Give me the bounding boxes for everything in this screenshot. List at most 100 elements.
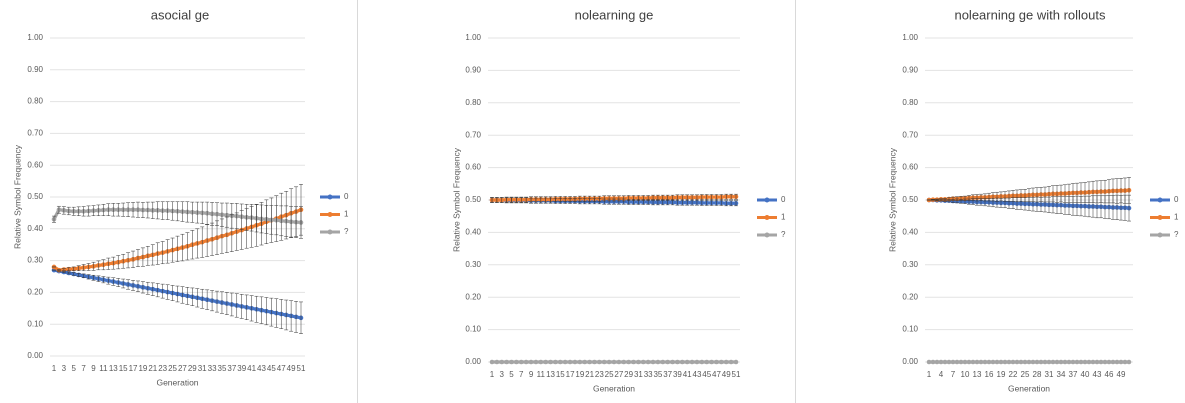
error-bar [1111, 178, 1115, 204]
error-bar [734, 193, 738, 200]
series-marker [611, 359, 617, 365]
series-marker [942, 359, 948, 365]
y-tick-label: 0.70 [902, 130, 918, 139]
error-bar [299, 301, 303, 334]
error-bar [135, 280, 140, 293]
x-tick-label: 43 [1093, 370, 1102, 379]
error-bar [81, 206, 86, 217]
series-marker [1018, 359, 1024, 365]
error-bar [219, 291, 224, 314]
series-marker [572, 359, 578, 365]
series-marker [675, 359, 680, 365]
error-bar [299, 206, 303, 239]
error-bar [1127, 177, 1131, 204]
error-bar [646, 195, 651, 201]
error-bar [1051, 185, 1055, 203]
x-tick-label: 7 [951, 370, 956, 379]
legend-label: 0 [1174, 195, 1179, 204]
series-marker [1094, 359, 1100, 365]
error-bar [284, 205, 289, 237]
error-bar [979, 193, 983, 201]
error-bar [975, 194, 979, 202]
error-bar [224, 292, 229, 315]
series-marker [704, 359, 710, 365]
error-bar [699, 200, 704, 206]
error-bar [155, 201, 160, 220]
legend-marker [327, 212, 333, 217]
error-bar [582, 195, 587, 202]
series-marker [538, 359, 544, 365]
x-tick-label: 28 [1033, 370, 1042, 379]
legend-label: ? [1174, 230, 1179, 239]
series-marker [733, 359, 739, 365]
error-bar [66, 267, 71, 272]
series-marker [548, 359, 553, 365]
legend-entry: ? [320, 227, 349, 236]
error-bar [160, 201, 165, 220]
y-tick-label: 0.70 [465, 130, 481, 139]
x-tick-label: 35 [653, 370, 662, 379]
error-bar [86, 274, 91, 280]
series-marker [645, 359, 651, 365]
error-bar [1107, 179, 1111, 204]
error-bar [180, 201, 185, 222]
x-tick-label: 33 [208, 364, 217, 373]
x-tick-label: 25 [605, 370, 614, 379]
error-bar [670, 194, 675, 201]
series-marker [714, 359, 719, 365]
error-bar [180, 233, 185, 262]
error-bar [224, 202, 229, 228]
x-tick-label: 1 [52, 364, 57, 373]
series-marker [1110, 359, 1116, 365]
error-bar [533, 196, 538, 203]
legend-entry: 1 [1150, 213, 1179, 222]
error-bar [165, 239, 170, 264]
error-bar [249, 204, 254, 232]
error-bar [714, 200, 719, 206]
error-bar [126, 202, 131, 217]
x-tick-label: 11 [99, 364, 108, 373]
series-marker [970, 359, 976, 365]
error-bar [1039, 187, 1043, 202]
y-tick-label: 1.00 [465, 33, 481, 42]
y-tick-label: 0.20 [902, 292, 918, 301]
x-tick-label: 17 [129, 364, 138, 373]
y-tick-label: 0.90 [465, 66, 481, 75]
error-bar [96, 275, 101, 282]
error-bar [1115, 178, 1119, 204]
error-bar [1035, 187, 1039, 203]
chart-title: nolearning ge [575, 7, 654, 22]
series-marker [1046, 359, 1052, 365]
error-bar [239, 203, 244, 230]
series-marker [998, 359, 1004, 365]
series-marker [1098, 359, 1104, 365]
x-tick-label: 47 [277, 364, 286, 373]
y-tick-label: 1.00 [27, 33, 43, 42]
error-bar [690, 194, 695, 201]
error-bar [1015, 189, 1019, 202]
error-bar [1047, 186, 1051, 203]
error-bar [126, 252, 131, 269]
chart-title: asocial ge [151, 7, 210, 22]
error-bar [131, 250, 136, 268]
error-bar [244, 204, 249, 231]
error-bar [170, 285, 175, 301]
series-marker [636, 359, 641, 365]
error-bar [121, 253, 126, 269]
x-tick-label: 4 [939, 370, 944, 379]
error-bar [52, 215, 56, 223]
y-tick-label: 0.00 [465, 357, 481, 366]
error-bar [616, 195, 621, 202]
series-marker [1126, 359, 1132, 365]
series-marker [518, 359, 524, 365]
error-bar [631, 195, 636, 201]
error-bar [289, 206, 294, 238]
y-tick-label: 0.80 [27, 97, 43, 106]
error-bar [694, 194, 699, 201]
x-tick-label: 46 [1105, 370, 1114, 379]
error-bar [106, 276, 111, 285]
error-bar [1027, 188, 1031, 202]
legend-marker [1157, 215, 1163, 220]
error-bar [709, 194, 714, 200]
error-bar [229, 292, 234, 317]
